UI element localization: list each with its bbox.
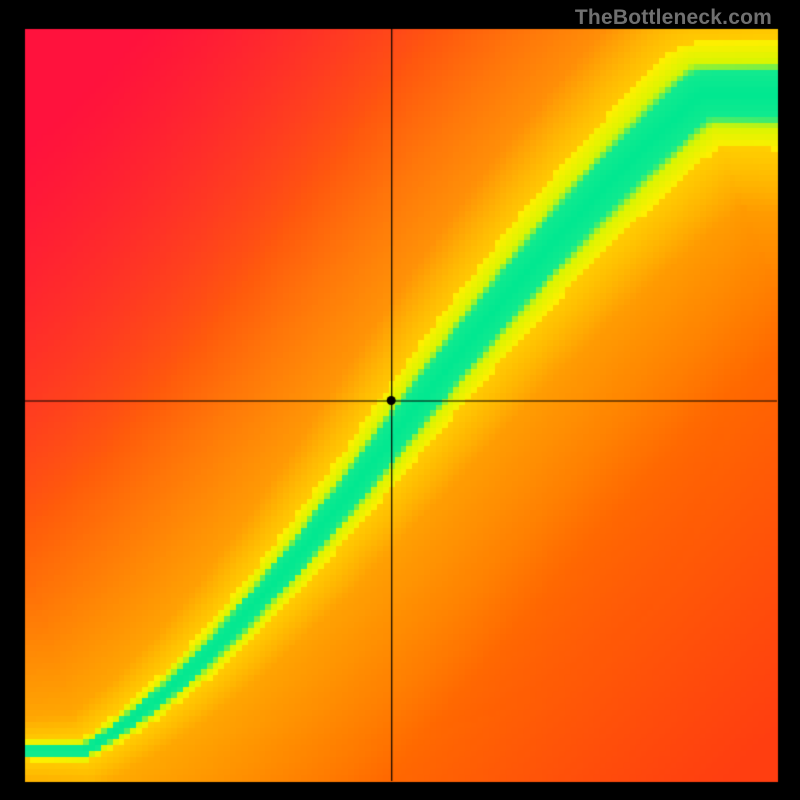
chart-container: TheBottleneck.com (0, 0, 800, 800)
bottleneck-heatmap (0, 0, 800, 800)
